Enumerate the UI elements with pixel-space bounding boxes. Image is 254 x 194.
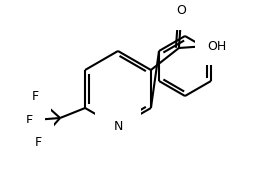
Text: F: F — [26, 113, 33, 126]
Text: O: O — [176, 4, 186, 17]
Text: F: F — [35, 135, 42, 148]
Text: N: N — [113, 120, 123, 133]
Text: F: F — [31, 89, 39, 102]
Text: OH: OH — [207, 40, 227, 53]
